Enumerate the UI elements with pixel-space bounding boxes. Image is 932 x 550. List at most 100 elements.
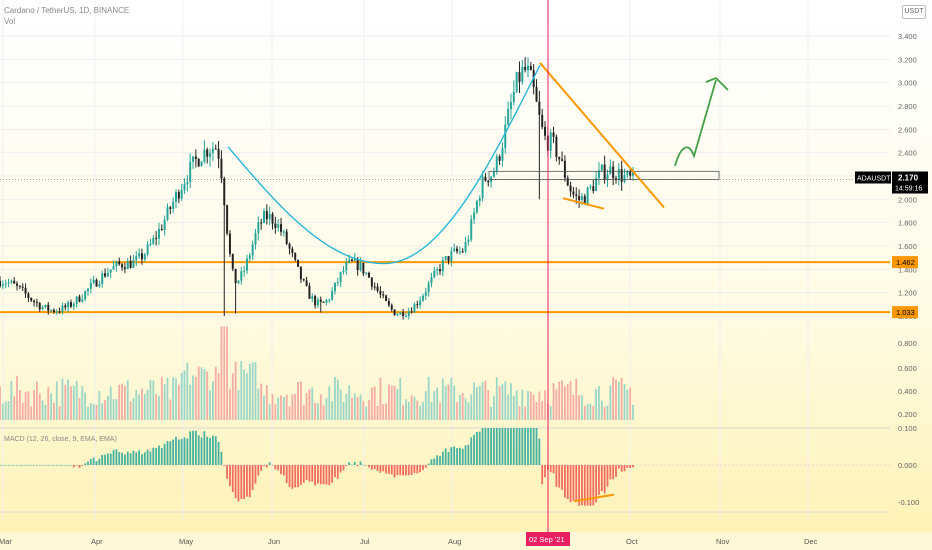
candle-body xyxy=(322,301,325,303)
macd-bar xyxy=(495,428,498,465)
macd-bar xyxy=(430,459,433,465)
macd-bar xyxy=(351,464,353,466)
volume-bar xyxy=(322,405,325,420)
candle-body xyxy=(140,253,143,260)
volume-bar xyxy=(47,387,50,420)
macd-bar xyxy=(209,437,211,465)
candle xyxy=(541,108,544,130)
candle-body xyxy=(109,269,112,273)
candle xyxy=(353,252,356,262)
macd-bar xyxy=(70,465,72,466)
symbol-title[interactable]: Cardano / TetherUS, 1D, BINANCE xyxy=(4,6,130,15)
candle-body xyxy=(345,262,348,271)
volume-bar xyxy=(200,367,203,420)
volume-bar xyxy=(388,384,390,420)
volume-bar xyxy=(217,373,220,420)
candle-body xyxy=(549,132,552,151)
macd-bar xyxy=(328,465,331,486)
candle-body xyxy=(24,287,27,294)
volume-bar xyxy=(106,395,109,420)
volume-bar xyxy=(461,393,464,420)
candle xyxy=(365,272,368,276)
volume-bar xyxy=(470,394,473,420)
candle-body xyxy=(603,164,606,180)
macd-bar xyxy=(314,465,316,486)
volume-bar xyxy=(334,376,336,420)
volume-bar xyxy=(317,403,319,420)
macd-bar xyxy=(217,441,220,465)
candle xyxy=(410,307,413,314)
volume-bar xyxy=(61,378,64,420)
candle xyxy=(121,263,124,271)
candle xyxy=(72,302,75,311)
macd-bar xyxy=(388,465,390,474)
candle-body xyxy=(544,126,547,136)
volume-bar xyxy=(396,388,399,420)
volume-bar xyxy=(67,379,70,420)
macd-bar xyxy=(132,450,135,465)
last-price-value: 2.170 xyxy=(898,174,919,183)
volume-bar xyxy=(177,384,180,420)
volume-bar xyxy=(180,372,183,420)
volume-bar xyxy=(527,390,529,420)
candle-body xyxy=(50,309,53,311)
volume-bar xyxy=(194,376,197,420)
currency-button[interactable]: USDT xyxy=(902,5,926,19)
candle xyxy=(549,129,552,159)
volume-bar xyxy=(13,396,16,420)
candle-body xyxy=(183,184,186,191)
volume-bar xyxy=(311,387,314,420)
macd-bar xyxy=(33,465,35,466)
candle xyxy=(16,281,19,291)
macd-bar xyxy=(552,465,555,474)
volume-tick-label: 0.400 xyxy=(898,387,917,396)
candle xyxy=(314,294,317,309)
candle xyxy=(169,205,172,215)
candle xyxy=(61,302,64,315)
candle-body xyxy=(351,259,353,261)
candle-body xyxy=(194,156,197,159)
macd-bar xyxy=(212,435,214,465)
candle xyxy=(228,230,231,257)
macd-bar xyxy=(609,465,612,480)
candle-body xyxy=(331,291,334,300)
volume-bar xyxy=(490,406,492,420)
volume-bar xyxy=(529,391,532,420)
macd-bar xyxy=(141,454,143,465)
volume-label[interactable]: Vol xyxy=(4,17,16,26)
volume-bar xyxy=(430,402,433,420)
volume-bar xyxy=(84,392,87,420)
candle-body xyxy=(538,101,541,115)
candle-body xyxy=(55,311,58,313)
candle-body xyxy=(595,178,598,191)
candle-body xyxy=(302,279,305,281)
macd-bar xyxy=(87,461,89,465)
macd-bar xyxy=(206,436,209,465)
grid-lines xyxy=(0,0,890,520)
candle-body xyxy=(135,256,138,261)
drawings xyxy=(0,0,890,532)
candle-body xyxy=(316,299,319,306)
candle xyxy=(226,204,229,236)
candle-body xyxy=(209,153,212,157)
macd-bar xyxy=(231,465,234,493)
candle-body xyxy=(18,285,21,287)
candle xyxy=(467,235,470,246)
macd-bar xyxy=(30,465,33,466)
candle-body xyxy=(620,169,623,182)
macd-bar xyxy=(458,447,461,465)
macd-bar xyxy=(297,465,299,488)
volume-bar xyxy=(467,402,470,420)
volume-bar xyxy=(390,385,393,420)
macd-bar xyxy=(368,465,370,468)
candle-body xyxy=(356,258,359,271)
macd-bar xyxy=(84,463,87,465)
candle xyxy=(69,299,72,309)
candle-body xyxy=(163,219,166,230)
candle xyxy=(101,270,104,288)
macd-bar xyxy=(274,465,277,470)
macd-bar xyxy=(81,465,84,467)
macd-bar xyxy=(325,465,328,485)
candle xyxy=(277,218,280,232)
